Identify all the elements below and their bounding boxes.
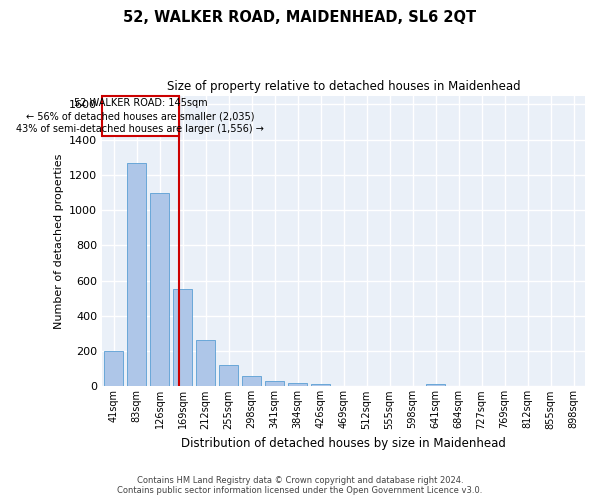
Text: 43% of semi-detached houses are larger (1,556) →: 43% of semi-detached houses are larger (… <box>16 124 264 134</box>
Bar <box>220 365 238 386</box>
Title: Size of property relative to detached houses in Maidenhead: Size of property relative to detached ho… <box>167 80 520 93</box>
Bar <box>242 376 261 386</box>
Bar <box>151 194 169 386</box>
Text: 52, WALKER ROAD, MAIDENHEAD, SL6 2QT: 52, WALKER ROAD, MAIDENHEAD, SL6 2QT <box>124 10 476 25</box>
Bar <box>196 340 215 386</box>
Text: ← 56% of detached houses are smaller (2,035): ← 56% of detached houses are smaller (2,… <box>26 112 254 122</box>
Text: Contains HM Land Registry data © Crown copyright and database right 2024.
Contai: Contains HM Land Registry data © Crown c… <box>118 476 482 495</box>
Bar <box>265 380 284 386</box>
Bar <box>127 162 146 386</box>
Bar <box>173 288 192 386</box>
Text: 52 WALKER ROAD: 145sqm: 52 WALKER ROAD: 145sqm <box>74 98 207 108</box>
Bar <box>427 384 445 386</box>
Bar <box>104 351 123 386</box>
X-axis label: Distribution of detached houses by size in Maidenhead: Distribution of detached houses by size … <box>181 437 506 450</box>
FancyBboxPatch shape <box>102 96 179 136</box>
Y-axis label: Number of detached properties: Number of detached properties <box>53 154 64 328</box>
Bar <box>311 384 330 386</box>
Bar <box>289 383 307 386</box>
